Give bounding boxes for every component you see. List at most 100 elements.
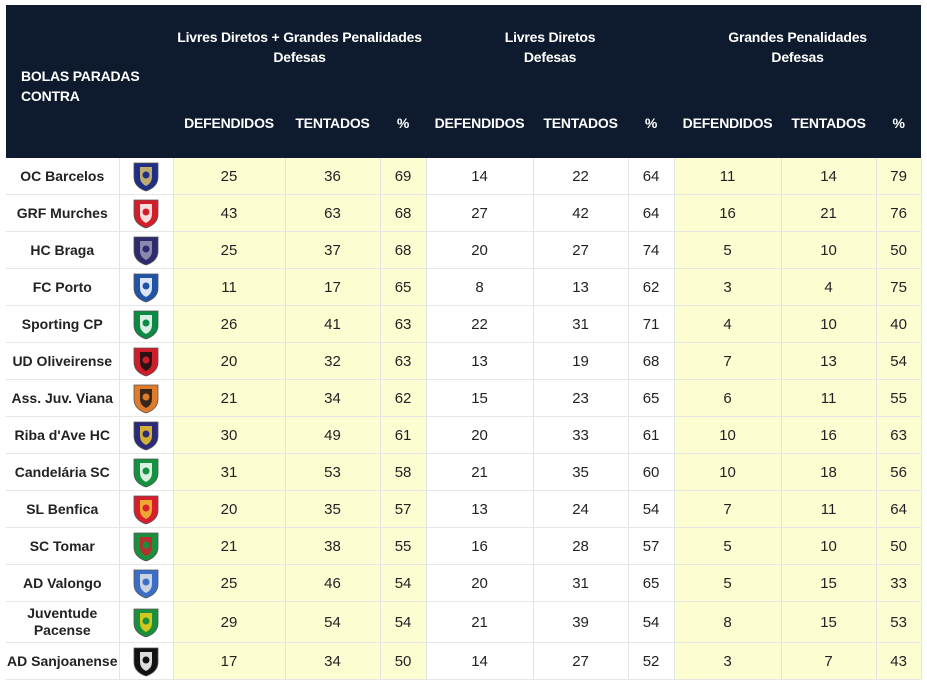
team-crest-icon bbox=[128, 455, 164, 489]
team-logo-cell bbox=[119, 490, 174, 528]
total-defendidos-value: 26 bbox=[173, 305, 286, 343]
total-percent-value: 50 bbox=[380, 642, 427, 680]
penalidades-percent-value: 50 bbox=[876, 527, 922, 565]
total-tentados-value: 37 bbox=[285, 231, 381, 269]
livres-defendidos-value: 21 bbox=[426, 601, 534, 643]
livres-tentados-value: 33 bbox=[533, 416, 629, 454]
livres-tentados-value: 31 bbox=[533, 564, 629, 602]
total-tentados-value: 53 bbox=[285, 453, 381, 491]
penalidades-percent-value: 56 bbox=[876, 453, 922, 491]
penalidades-tentados-value: 21 bbox=[781, 194, 877, 232]
penalidades-tentados-value: 10 bbox=[781, 231, 877, 269]
penalidades-defendidos-value: 7 bbox=[674, 490, 782, 528]
total-tentados-value: 38 bbox=[285, 527, 381, 565]
penalidades-tentados-value: 10 bbox=[781, 527, 877, 565]
penalidades-defendidos-value: 3 bbox=[674, 268, 782, 306]
sub-header-tentados: TENTADOS bbox=[533, 113, 629, 158]
table-row: Candelária SC 31 53 58 21 35 60 10 18 56 bbox=[6, 453, 922, 491]
total-defendidos-value: 25 bbox=[173, 564, 286, 602]
penalidades-defendidos-value: 5 bbox=[674, 527, 782, 565]
penalidades-tentados-value: 11 bbox=[781, 490, 877, 528]
total-percent-value: 69 bbox=[380, 158, 427, 195]
livres-tentados-value: 35 bbox=[533, 453, 629, 491]
total-percent-value: 61 bbox=[380, 416, 427, 454]
team-name: SL Benfica bbox=[6, 490, 120, 528]
table-row: UD Oliveirense 20 32 63 13 19 68 7 13 54 bbox=[6, 342, 922, 380]
penalidades-percent-value: 54 bbox=[876, 342, 922, 380]
total-percent-value: 62 bbox=[380, 379, 427, 417]
team-name: SC Tomar bbox=[6, 527, 120, 565]
total-tentados-value: 35 bbox=[285, 490, 381, 528]
table-row: SL Benfica 20 35 57 13 24 54 7 11 64 bbox=[6, 490, 922, 528]
total-percent-value: 65 bbox=[380, 268, 427, 306]
team-logo-cell bbox=[119, 342, 174, 380]
total-defendidos-value: 17 bbox=[173, 642, 286, 680]
table-row: AD Sanjoanense 17 34 50 14 27 52 3 7 43 bbox=[6, 642, 922, 680]
total-defendidos-value: 30 bbox=[173, 416, 286, 454]
penalidades-defendidos-value: 10 bbox=[674, 416, 782, 454]
team-logo-cell bbox=[119, 158, 174, 195]
total-defendidos-value: 21 bbox=[173, 527, 286, 565]
total-percent-value: 63 bbox=[380, 342, 427, 380]
team-logo-cell bbox=[119, 268, 174, 306]
table-row: HC Braga 25 37 68 20 27 74 5 10 50 bbox=[6, 231, 922, 269]
penalidades-tentados-value: 16 bbox=[781, 416, 877, 454]
sub-header-defendidos: DEFENDIDOS bbox=[426, 113, 534, 158]
table-row: GRF Murches 43 63 68 27 42 64 16 21 76 bbox=[6, 194, 922, 232]
team-crest-icon bbox=[128, 307, 164, 341]
livres-percent-value: 64 bbox=[628, 194, 675, 232]
penalidades-defendidos-value: 4 bbox=[674, 305, 782, 343]
sub-header-defendidos: DEFENDIDOS bbox=[674, 113, 782, 158]
team-logo-cell bbox=[119, 564, 174, 602]
team-logo-cell bbox=[119, 194, 174, 232]
livres-percent-value: 60 bbox=[628, 453, 675, 491]
livres-percent-value: 74 bbox=[628, 231, 675, 269]
livres-tentados-value: 31 bbox=[533, 305, 629, 343]
total-tentados-value: 46 bbox=[285, 564, 381, 602]
total-tentados-value: 41 bbox=[285, 305, 381, 343]
livres-tentados-value: 24 bbox=[533, 490, 629, 528]
team-crest-icon bbox=[128, 159, 164, 193]
group-header-livres: Livres Diretos Defesas bbox=[426, 5, 675, 113]
penalidades-tentados-value: 11 bbox=[781, 379, 877, 417]
livres-defendidos-value: 15 bbox=[426, 379, 534, 417]
livres-defendidos-value: 20 bbox=[426, 416, 534, 454]
sub-header-percent: % bbox=[380, 113, 427, 158]
livres-defendidos-value: 27 bbox=[426, 194, 534, 232]
sub-header-defendidos: DEFENDIDOS bbox=[173, 113, 286, 158]
penalidades-percent-value: 63 bbox=[876, 416, 922, 454]
penalidades-percent-value: 53 bbox=[876, 601, 922, 643]
total-tentados-value: 34 bbox=[285, 642, 381, 680]
team-crest-icon bbox=[128, 644, 164, 678]
livres-percent-value: 54 bbox=[628, 490, 675, 528]
penalidades-percent-value: 79 bbox=[876, 158, 922, 195]
penalidades-defendidos-value: 6 bbox=[674, 379, 782, 417]
total-defendidos-value: 43 bbox=[173, 194, 286, 232]
team-crest-icon bbox=[128, 344, 164, 378]
team-name: Riba d'Ave HC bbox=[6, 416, 120, 454]
set-pieces-table: BOLAS PARADAS CONTRA Livres Diretos + Gr… bbox=[6, 5, 922, 680]
team-logo-cell bbox=[119, 231, 174, 269]
livres-defendidos-value: 16 bbox=[426, 527, 534, 565]
total-tentados-value: 17 bbox=[285, 268, 381, 306]
penalidades-tentados-value: 13 bbox=[781, 342, 877, 380]
total-percent-value: 55 bbox=[380, 527, 427, 565]
table-row: OC Barcelos 25 36 69 14 22 64 11 14 79 bbox=[6, 158, 922, 195]
livres-defendidos-value: 20 bbox=[426, 564, 534, 602]
livres-defendidos-value: 14 bbox=[426, 158, 534, 195]
table-row: SC Tomar 21 38 55 16 28 57 5 10 50 bbox=[6, 527, 922, 565]
team-name: Sporting CP bbox=[6, 305, 120, 343]
total-tentados-value: 36 bbox=[285, 158, 381, 195]
penalidades-defendidos-value: 8 bbox=[674, 601, 782, 643]
livres-tentados-value: 28 bbox=[533, 527, 629, 565]
livres-defendidos-value: 13 bbox=[426, 342, 534, 380]
team-crest-icon bbox=[128, 492, 164, 526]
livres-defendidos-value: 20 bbox=[426, 231, 534, 269]
total-defendidos-value: 20 bbox=[173, 342, 286, 380]
total-percent-value: 54 bbox=[380, 601, 427, 643]
team-name: AD Valongo bbox=[6, 564, 120, 602]
livres-defendidos-value: 13 bbox=[426, 490, 534, 528]
table-row: Riba d'Ave HC 30 49 61 20 33 61 10 16 63 bbox=[6, 416, 922, 454]
penalidades-percent-value: 55 bbox=[876, 379, 922, 417]
total-percent-value: 54 bbox=[380, 564, 427, 602]
